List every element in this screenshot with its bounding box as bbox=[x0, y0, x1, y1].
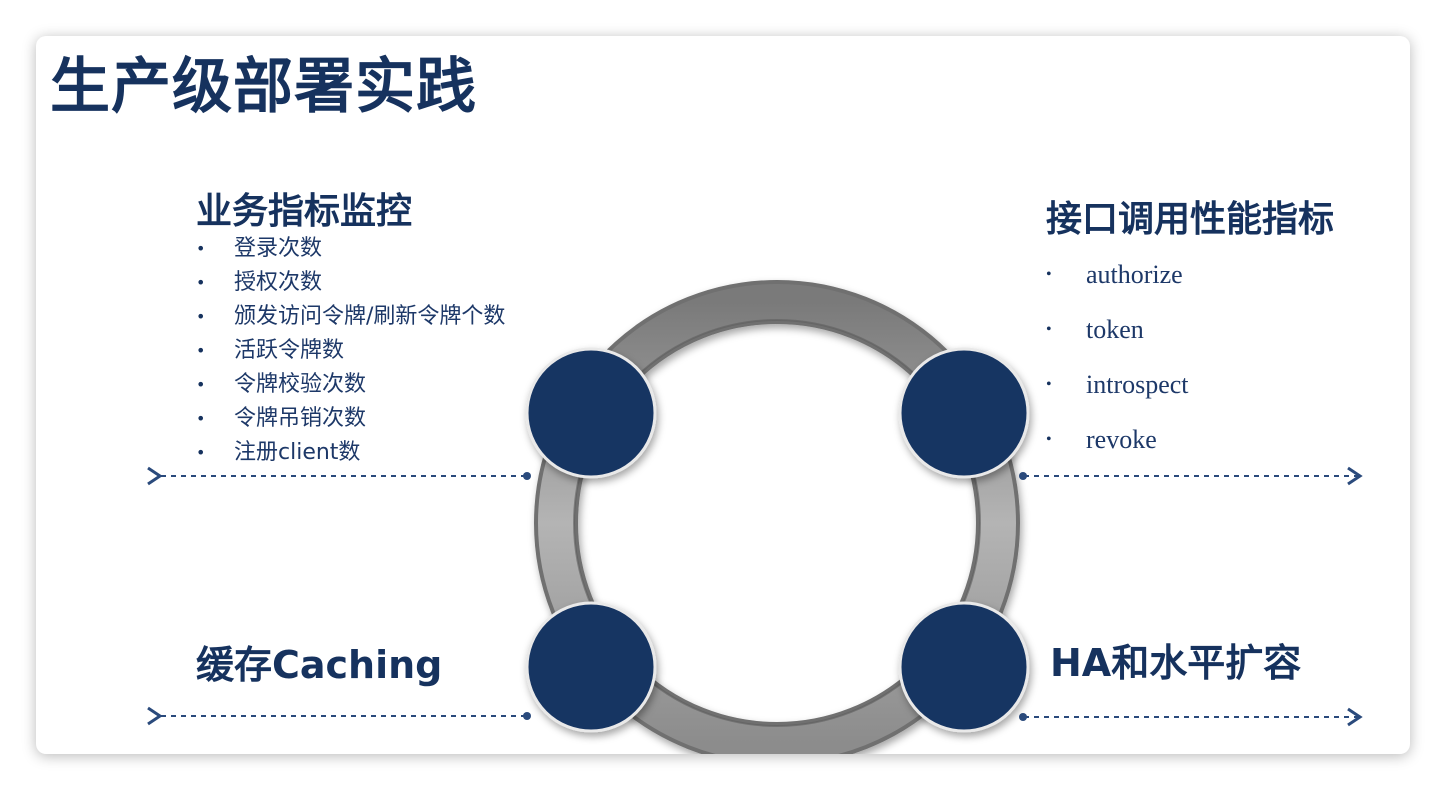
cycle-diagram bbox=[147, 280, 1363, 754]
connector-dot-top-left bbox=[523, 472, 531, 480]
bullet-icon: • bbox=[196, 273, 206, 292]
connector-dot-top-right bbox=[1019, 472, 1027, 480]
list-item: • 令牌吊销次数 bbox=[196, 402, 505, 436]
bullet-icon: • bbox=[196, 375, 206, 394]
heading-caching: 缓存Caching bbox=[196, 643, 443, 687]
list-item: • introspect bbox=[1046, 359, 1189, 414]
bullet-icon: • bbox=[196, 239, 206, 258]
list-item: • token bbox=[1046, 304, 1189, 359]
slide-title: 生产级部署实践 bbox=[50, 52, 477, 122]
list-item: • 颁发访问令牌/刷新令牌个数 bbox=[196, 300, 505, 334]
list-item: • authorize bbox=[1046, 249, 1189, 304]
node-bottom-left bbox=[525, 601, 657, 733]
heading-business-metrics: 业务指标监控 bbox=[196, 191, 413, 232]
api-performance-list: • authorize • token • introspect • revoke bbox=[1046, 249, 1189, 469]
node-top-left bbox=[525, 347, 657, 479]
list-item: • 活跃令牌数 bbox=[196, 334, 505, 368]
bullet-icon: • bbox=[1046, 431, 1052, 448]
bullet-icon: • bbox=[1046, 376, 1052, 393]
connector-dot-bottom-right bbox=[1019, 713, 1027, 721]
bullet-icon: • bbox=[196, 341, 206, 360]
list-item: • 登录次数 bbox=[196, 232, 505, 266]
connector-dot-bottom-left bbox=[523, 712, 531, 720]
bullet-icon: • bbox=[196, 307, 206, 326]
slide-card: 生产级部署实践 bbox=[36, 36, 1410, 754]
bullet-icon: • bbox=[196, 409, 206, 428]
heading-ha-scaling: HA和水平扩容 bbox=[1050, 641, 1302, 685]
center-ring bbox=[534, 280, 1020, 754]
list-item: • 授权次数 bbox=[196, 266, 505, 300]
list-item: • 令牌校验次数 bbox=[196, 368, 505, 402]
bullet-icon: • bbox=[196, 443, 206, 462]
list-item: • 注册client数 bbox=[196, 436, 505, 470]
bullet-icon: • bbox=[1046, 321, 1052, 338]
bullet-icon: • bbox=[1046, 266, 1052, 283]
business-metrics-list: • 登录次数 • 授权次数 • 颁发访问令牌/刷新令牌个数 • 活跃令牌数 • 令牌校验次… bbox=[196, 232, 505, 470]
node-bottom-right bbox=[898, 601, 1030, 733]
heading-api-performance: 接口调用性能指标 bbox=[1046, 199, 1335, 240]
node-top-right bbox=[898, 347, 1030, 479]
list-item: • revoke bbox=[1046, 414, 1189, 469]
